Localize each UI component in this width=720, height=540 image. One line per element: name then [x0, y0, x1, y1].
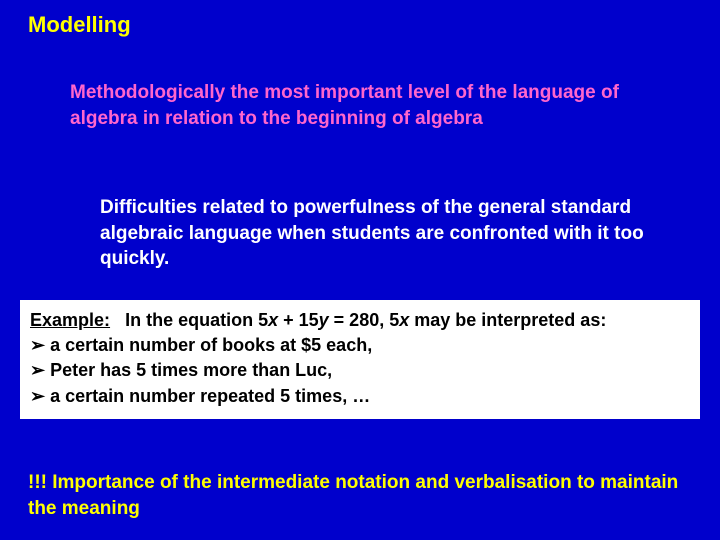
example-bullets: a certain number of books at $5 each, Pe…: [30, 333, 690, 409]
bullet-item: a certain number of books at $5 each,: [30, 333, 690, 358]
var-x2: x: [399, 310, 409, 330]
slide: Modelling Methodologically the most impo…: [0, 0, 720, 540]
slide-title: Modelling: [28, 12, 131, 38]
example-text: [115, 310, 125, 330]
example-text-2: + 15: [278, 310, 319, 330]
intro-paragraph: Methodologically the most important leve…: [70, 80, 660, 131]
bullet-item: a certain number repeated 5 times, …: [30, 384, 690, 409]
example-text-3: = 280, 5: [329, 310, 400, 330]
example-text-4: may be interpreted as:: [409, 310, 606, 330]
difficulties-paragraph: Difficulties related to powerfulness of …: [100, 195, 660, 272]
example-text-1: In the equation 5: [125, 310, 268, 330]
example-label: Example:: [30, 310, 110, 330]
footer-note: !!! Importance of the intermediate notat…: [28, 470, 680, 521]
var-x: x: [268, 310, 278, 330]
example-box: Example: In the equation 5x + 15y = 280,…: [20, 300, 700, 419]
var-y: y: [319, 310, 329, 330]
bullet-item: Peter has 5 times more than Luc,: [30, 358, 690, 383]
